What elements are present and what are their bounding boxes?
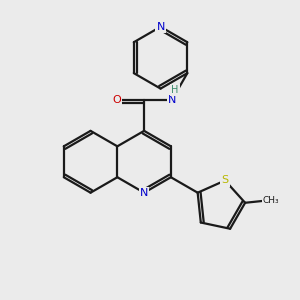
Text: S: S (221, 176, 229, 185)
Text: N: N (140, 188, 148, 198)
Text: N: N (168, 95, 176, 105)
Text: O: O (112, 95, 121, 105)
Text: H: H (171, 85, 178, 94)
Text: CH₃: CH₃ (263, 196, 280, 205)
Text: N: N (156, 22, 165, 32)
